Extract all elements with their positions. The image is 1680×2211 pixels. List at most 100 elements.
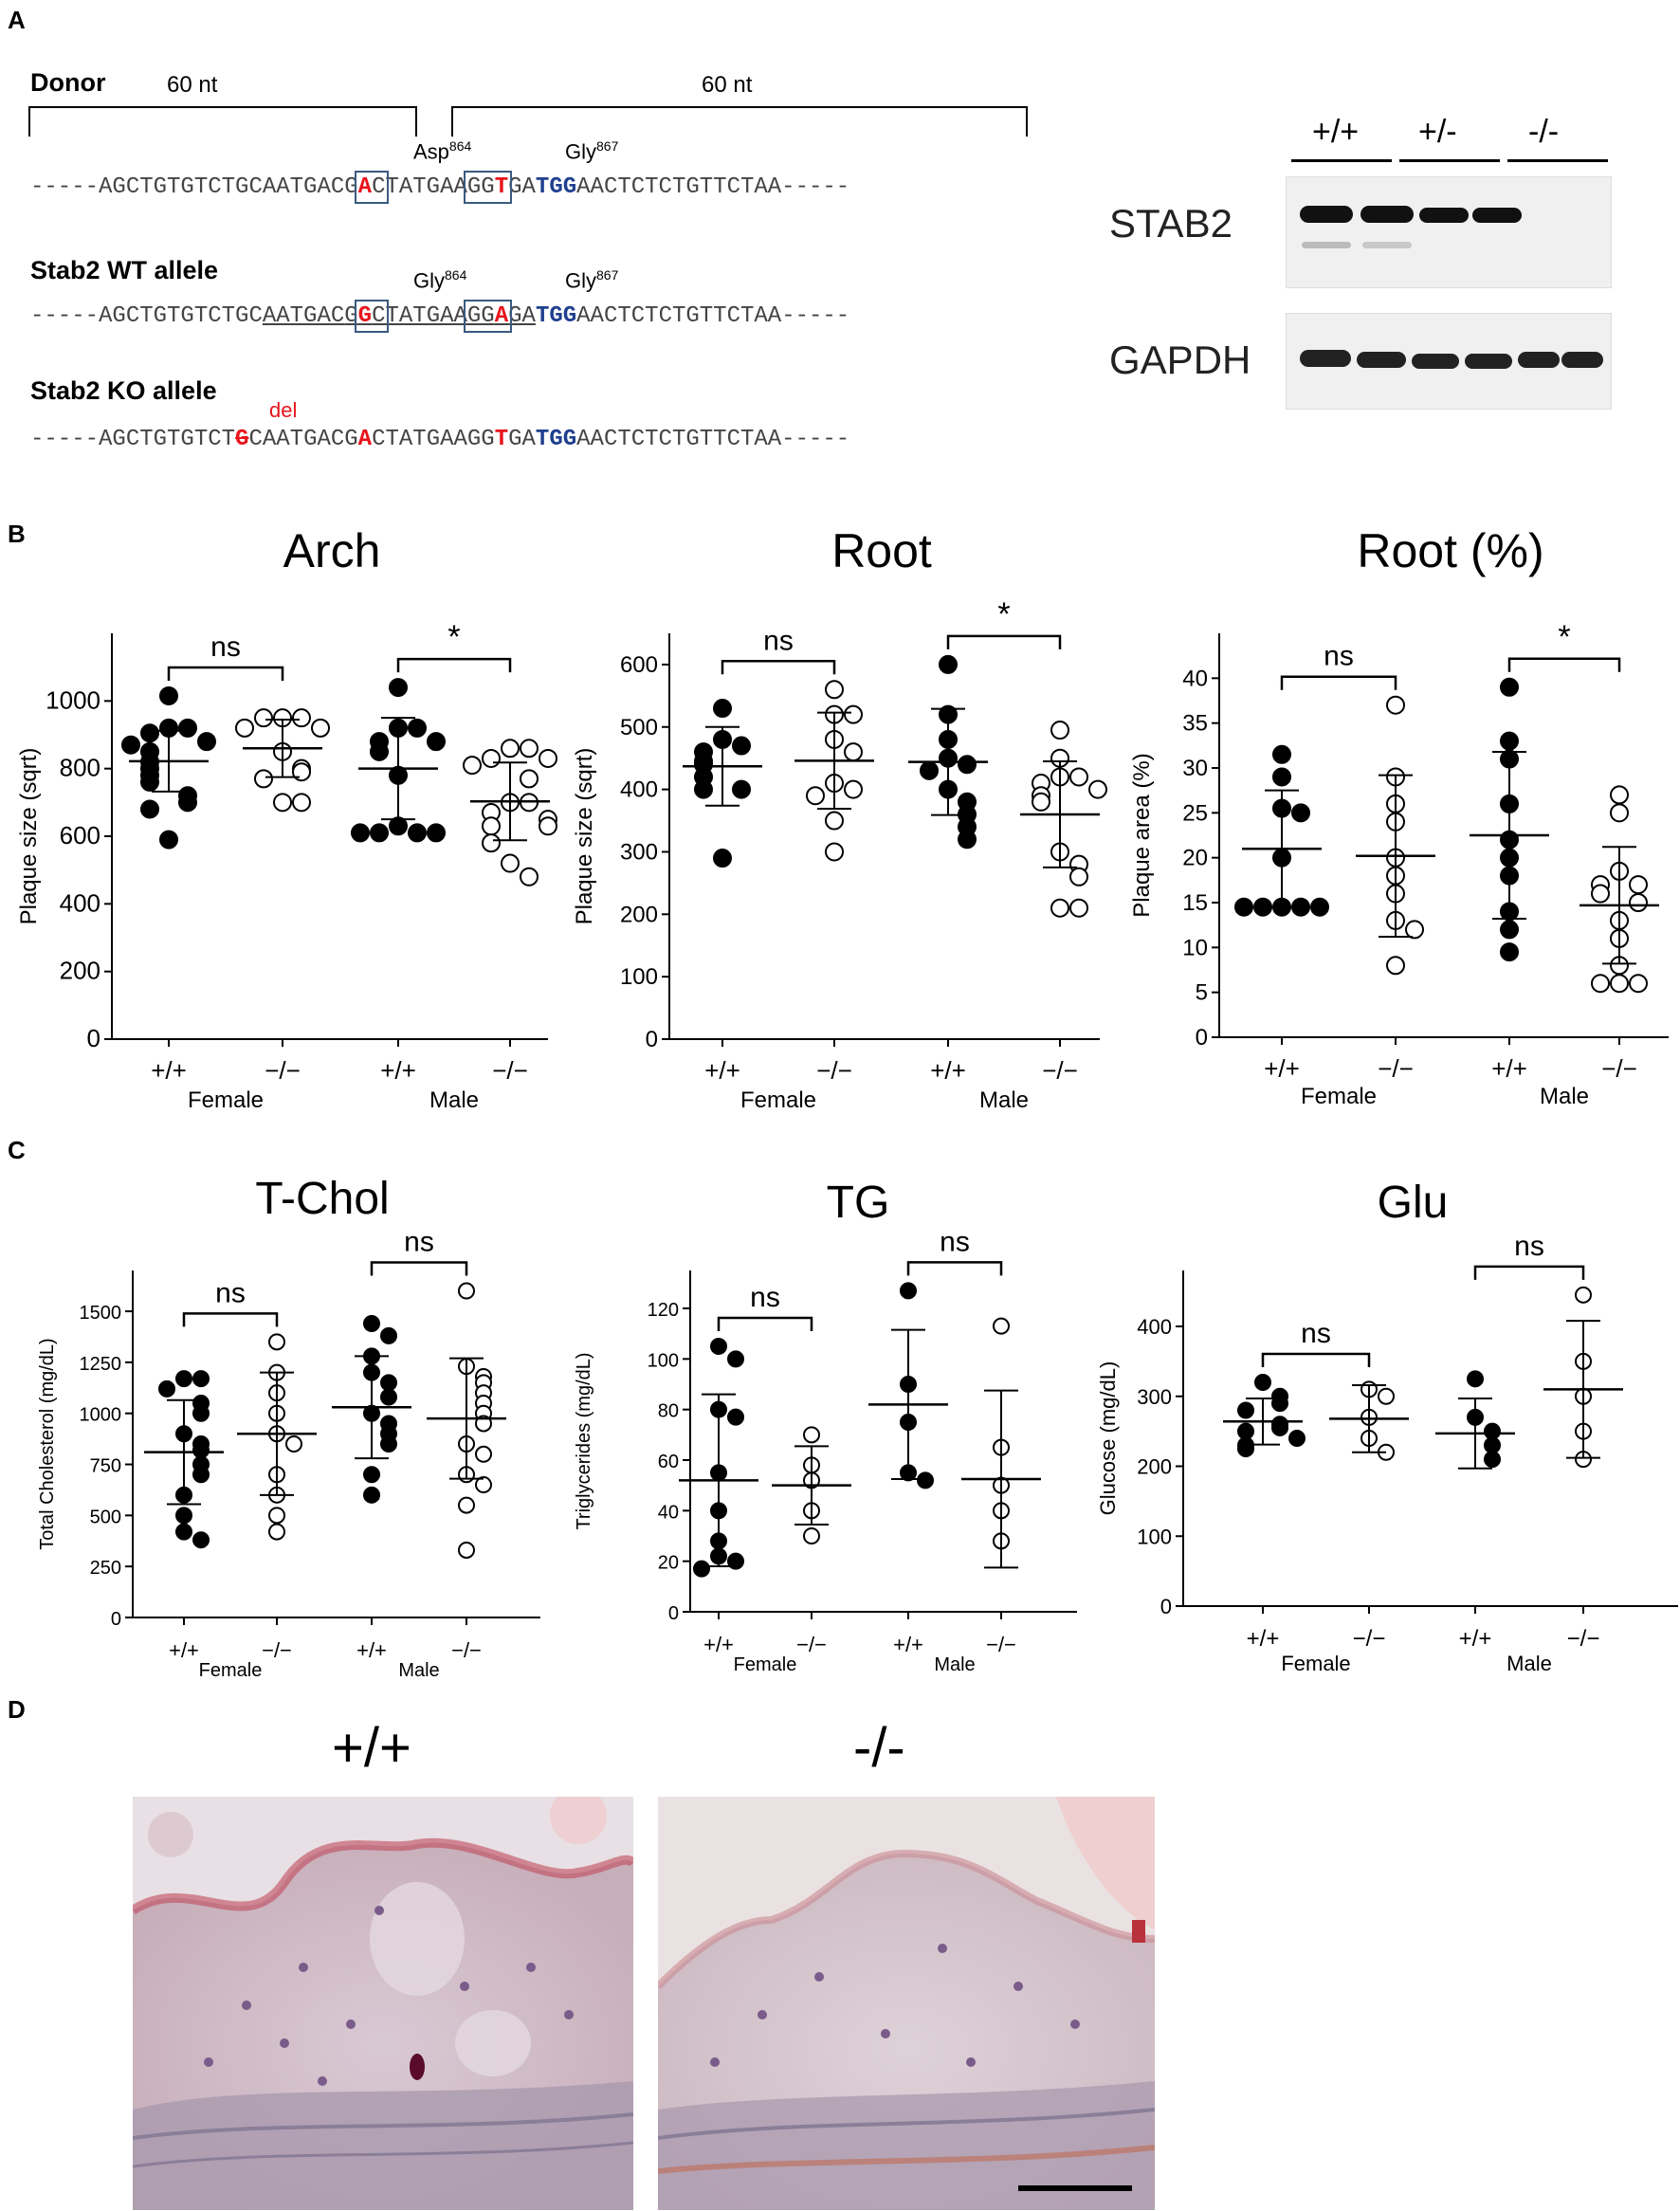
data-point — [1500, 731, 1519, 751]
data-point — [1069, 867, 1088, 886]
y-axis-label: Plaque area (%) — [1129, 753, 1155, 917]
sex-label: Female — [1281, 1652, 1350, 1675]
y-tick-label: 200 — [620, 902, 658, 927]
ko-sequence: -----AGCTGTGTCTGCAATGACGACTATGAAGGTGATGG… — [30, 427, 850, 452]
data-point — [482, 748, 501, 768]
data-point — [917, 1471, 934, 1489]
genotype-label: −/− — [1042, 1056, 1078, 1085]
data-point — [273, 793, 292, 813]
genotype-label: +/+ — [169, 1638, 199, 1662]
y-tick-label: 800 — [60, 754, 100, 782]
y-tick-label: 1000 — [46, 685, 100, 714]
data-point — [1629, 875, 1648, 895]
gapdh-band-5 — [1518, 352, 1560, 368]
y-tick-label: 100 — [620, 964, 658, 990]
y-tick-label: 30 — [1182, 756, 1208, 781]
data-point — [1500, 677, 1519, 697]
y-tick-label: 60 — [658, 1452, 679, 1472]
donor-label: Donor — [30, 68, 106, 97]
data-point — [197, 732, 216, 752]
data-point — [363, 1466, 380, 1484]
significance-label: ns — [404, 1227, 434, 1258]
y-tick-label: 300 — [620, 839, 658, 865]
y-axis-label: Plaque size (sqrt) — [572, 748, 597, 925]
sex-label: Male — [1507, 1652, 1552, 1675]
data-point — [292, 793, 311, 813]
data-point — [370, 741, 389, 761]
data-point — [1088, 779, 1107, 799]
y-tick-label: 1500 — [80, 1303, 122, 1324]
data-point — [1500, 942, 1519, 962]
significance-label: ns — [763, 625, 794, 656]
data-point — [1405, 920, 1424, 940]
y-tick-label: 0 — [668, 1603, 679, 1624]
genotype-label: +/+ — [151, 1056, 187, 1085]
significance-bracket — [946, 634, 1062, 649]
data-point — [254, 769, 273, 789]
sex-label: Male — [398, 1660, 439, 1681]
chart-2: Root (%) 0 5 10 15 20 25 30 35 40 Plaque area (%) +… — [1129, 524, 1669, 1109]
significance-label: ns — [750, 1282, 780, 1313]
data-point — [192, 1466, 210, 1484]
data-point — [993, 1317, 1010, 1335]
data-point — [1629, 893, 1648, 912]
significance-label: ns — [215, 1277, 246, 1308]
data-point — [806, 786, 825, 806]
gapdh-band-6 — [1561, 352, 1603, 368]
blot-bar-ko — [1507, 159, 1608, 162]
chart-5: Glu 0 100 200 300 400 Glucose (mg/dL) +/+ −/− +/+… — [1096, 1178, 1678, 1675]
genotype-label: +/+ — [380, 1056, 416, 1085]
bracket-left — [28, 106, 417, 137]
sex-label: Female — [740, 1087, 816, 1113]
data-point — [192, 1531, 210, 1549]
sex-label: Male — [979, 1087, 1029, 1113]
data-point — [159, 830, 178, 850]
genotype-label: −/− — [451, 1638, 482, 1662]
data-point — [1575, 1286, 1592, 1304]
data-point — [1378, 1387, 1395, 1405]
y-tick-label: 20 — [1182, 846, 1208, 871]
y-tick-label: 200 — [1137, 1455, 1172, 1479]
panel-letter-d: D — [8, 1695, 26, 1724]
data-point — [1272, 767, 1291, 787]
data-point — [732, 779, 751, 799]
y-tick-label: 750 — [90, 1456, 121, 1477]
data-point — [713, 849, 732, 868]
histology-title-ko: -/- — [853, 1717, 905, 1779]
wt-codon-gly864: Gly864 — [413, 267, 467, 293]
data-point — [175, 1507, 192, 1525]
data-point — [140, 799, 159, 819]
data-point — [482, 833, 501, 853]
data-point — [140, 772, 159, 792]
data-point — [1254, 1374, 1271, 1391]
data-point — [1591, 884, 1610, 904]
genotype-label: +/+ — [356, 1638, 387, 1662]
data-point — [939, 654, 958, 674]
y-tick-label: 25 — [1182, 800, 1208, 826]
sex-label: Female — [1301, 1084, 1377, 1109]
panel-letter-c: C — [8, 1136, 26, 1164]
genotype-label: −/− — [1353, 1626, 1386, 1652]
y-tick-label: 0 — [1160, 1595, 1172, 1618]
data-point — [178, 793, 197, 813]
panel-letter-a: A — [8, 6, 26, 34]
y-tick-label: 400 — [1137, 1315, 1172, 1339]
data-point — [520, 867, 539, 886]
significance-bracket — [721, 660, 836, 675]
data-point — [380, 1388, 397, 1406]
donor-codon-gly: Gly867 — [565, 138, 619, 164]
histology-image-ko — [658, 1797, 1155, 2210]
genotype-label: −/− — [1378, 1054, 1414, 1083]
stab2-band-1 — [1300, 206, 1353, 223]
data-point — [732, 736, 751, 756]
data-point — [693, 1560, 710, 1578]
data-point — [1288, 1430, 1306, 1447]
significance-label: ns — [940, 1226, 970, 1257]
data-point — [1050, 721, 1069, 740]
stab2-band-3 — [1419, 208, 1469, 223]
histology-image-wt — [133, 1797, 633, 2210]
significance-bracket — [396, 657, 512, 673]
data-point — [825, 680, 844, 700]
data-point — [1484, 1422, 1501, 1440]
